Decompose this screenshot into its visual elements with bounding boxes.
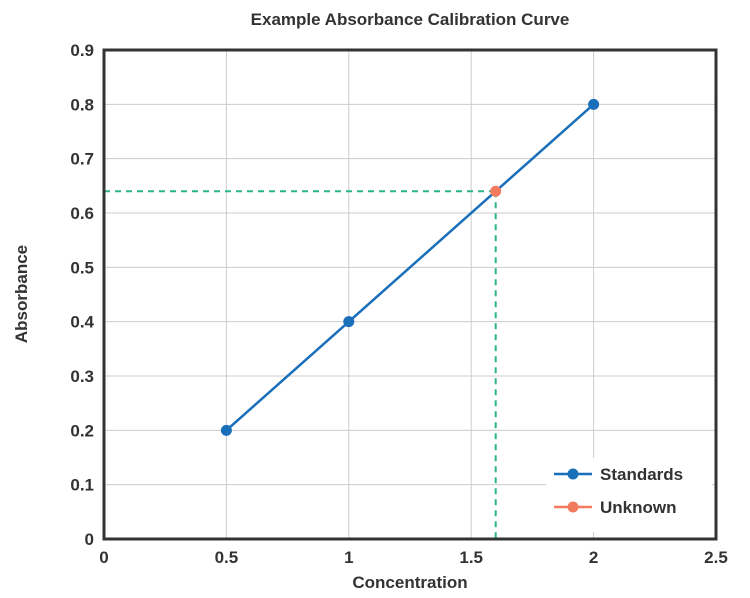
data-point-standards	[220, 424, 232, 436]
x-tick-label: 1.5	[459, 548, 483, 567]
y-tick-label: 0	[85, 530, 94, 549]
y-axis-label: Absorbance	[12, 245, 31, 343]
legend-label-standards: Standards	[600, 465, 683, 484]
y-tick-label: 0.3	[70, 367, 94, 386]
data-point-standards	[588, 98, 600, 110]
plot-frame	[102, 48, 718, 541]
y-tick-label: 0.7	[70, 150, 94, 169]
legend: Standards Unknown	[554, 465, 683, 517]
x-tick-label: 0	[99, 548, 108, 567]
x-tick-label: 0.5	[215, 548, 239, 567]
x-tick-label: 1	[344, 548, 353, 567]
y-tick-label: 0.8	[70, 95, 94, 114]
y-tick-label: 0.9	[70, 41, 94, 60]
x-axis-label: Concentration	[352, 573, 467, 592]
chart-title: Example Absorbance Calibration Curve	[251, 10, 570, 29]
legend-marker-unknown	[567, 501, 579, 513]
y-tick-label: 0.4	[70, 313, 94, 332]
y-tick-label: 0.6	[70, 204, 94, 223]
y-tick-label: 0.5	[70, 258, 94, 277]
legend-marker-standards	[567, 468, 579, 480]
y-tick-label: 0.1	[70, 476, 94, 495]
data-point-unknown	[490, 185, 502, 197]
x-tick-label: 2.5	[704, 548, 728, 567]
x-tick-label: 2	[589, 548, 598, 567]
legend-label-unknown: Unknown	[600, 498, 677, 517]
y-tick-label: 0.2	[70, 421, 94, 440]
data-point-standards	[343, 316, 355, 328]
